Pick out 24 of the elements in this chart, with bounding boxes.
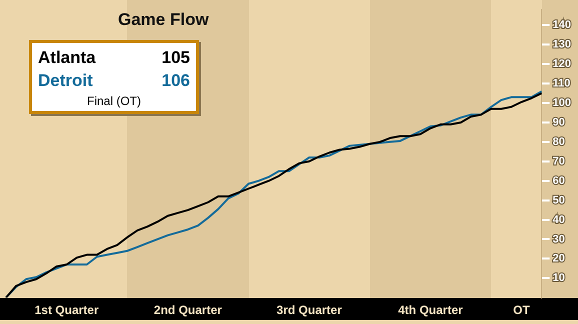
y-tick-label: 20 xyxy=(552,252,565,265)
annotation: 105 xyxy=(162,47,190,69)
y-tick-label: 110 xyxy=(552,78,570,90)
y-tick-label: 40 xyxy=(552,214,565,226)
x-tick-label: 3rd Quarter xyxy=(276,303,342,318)
y-tick-label: 130 xyxy=(552,38,572,51)
y-tick-label: 60 xyxy=(552,174,565,187)
x-tick-label: OT xyxy=(513,303,530,318)
annotation: Final (OT) xyxy=(86,94,142,108)
y-tick-label: 50 xyxy=(552,194,565,206)
y-tick-label: 140 xyxy=(552,19,572,32)
y-tick-label: 80 xyxy=(552,136,565,148)
y-tick-label: 100 xyxy=(552,97,572,110)
chart-title: Game Flow xyxy=(118,10,209,30)
x-tick-label: 4th Quarter xyxy=(398,303,464,318)
y-tick-label: 90 xyxy=(552,116,565,128)
x-tick-label: 1st Quarter xyxy=(34,303,99,318)
annotation: 106 xyxy=(162,70,190,92)
score-box: Atlanta 105 Detroit 106 Final (OT) xyxy=(29,40,199,114)
y-tick-label: 30 xyxy=(552,233,565,246)
y-tick-label: 70 xyxy=(552,155,565,168)
y-tick-label: 10 xyxy=(552,272,565,284)
y-tick-label: 120 xyxy=(552,58,572,70)
x-tick-label: 2nd Quarter xyxy=(154,303,222,318)
